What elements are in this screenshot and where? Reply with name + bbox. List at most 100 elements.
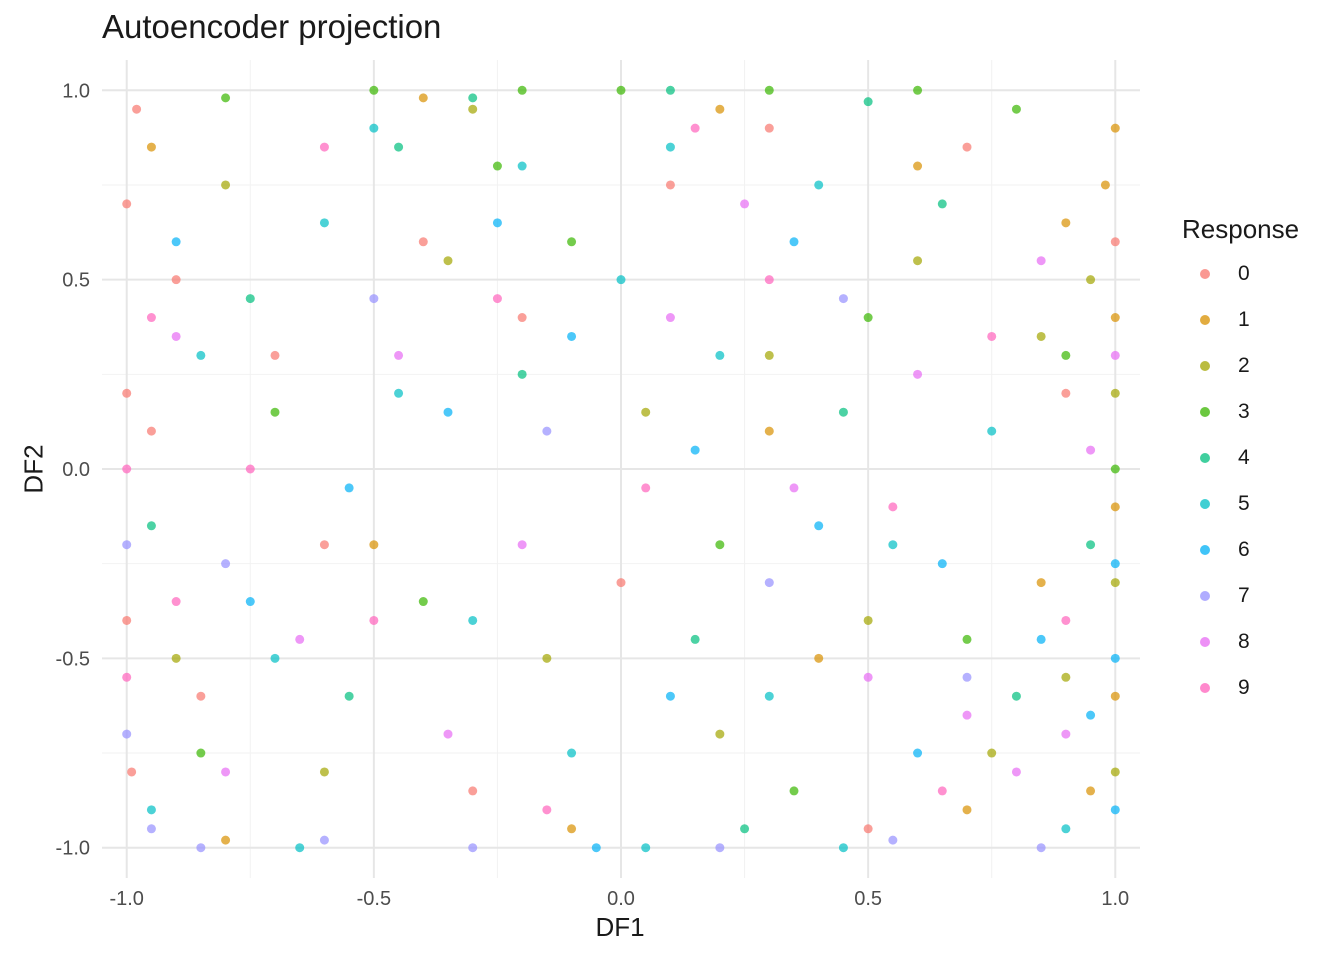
data-point-1 [962,805,972,815]
data-point-8 [517,540,527,550]
legend-label: 1 [1238,308,1250,331]
data-point-2 [1110,388,1120,398]
data-point-0 [196,691,206,701]
data-point-6 [1110,805,1120,815]
legend-dot-3 [1200,407,1210,417]
data-point-5 [987,426,997,436]
data-point-1 [369,540,379,550]
data-point-9 [245,464,255,474]
data-point-6 [1110,653,1120,663]
data-point-6 [937,559,947,569]
data-point-8 [913,369,923,379]
y-tick-label: -1.0 [56,838,90,860]
data-point-7 [468,843,478,853]
y-axis-title: DF2 [18,444,49,494]
legend-item-0: 0 [1182,251,1299,297]
data-point-6 [690,445,700,455]
data-point-9 [319,142,329,152]
data-point-7 [221,559,231,569]
legend-key [1182,619,1228,665]
grid-lines [102,60,1140,878]
data-point-1 [715,104,725,114]
legend-key [1182,251,1228,297]
x-tick-label: -0.5 [357,888,391,910]
data-point-4 [1011,691,1021,701]
data-point-6 [1086,710,1096,720]
data-point-9 [146,313,156,323]
data-point-5 [715,350,725,360]
data-point-3 [1061,350,1071,360]
legend-key [1182,389,1228,435]
data-point-3 [1011,104,1021,114]
legend-item-5: 5 [1182,481,1299,527]
data-point-1 [1086,786,1096,796]
legend-dot-6 [1200,545,1210,555]
data-point-0 [616,578,626,588]
data-point-0 [1061,388,1071,398]
x-tick-label: -1.0 [109,888,143,910]
data-point-5 [468,615,478,625]
data-point-0 [122,199,132,209]
data-point-2 [764,350,774,360]
data-point-5 [369,123,379,133]
data-point-0 [517,313,527,323]
data-point-4 [245,294,255,304]
data-point-4 [690,634,700,644]
legend-title: Response [1182,214,1300,244]
data-point-0 [764,123,774,133]
x-tick-label: 0.5 [854,888,882,910]
legend-item-8: 8 [1182,619,1299,665]
data-point-9 [171,597,181,607]
data-point-9 [641,483,651,493]
points-layer [122,85,1120,853]
data-point-2 [1110,767,1120,777]
data-point-3 [764,85,774,95]
data-point-9 [369,615,379,625]
data-point-2 [1061,672,1071,682]
data-point-5 [146,805,156,815]
data-point-0 [127,767,137,777]
data-point-7 [196,843,206,853]
data-point-6 [567,331,577,341]
data-point-6 [443,407,453,417]
data-point-8 [1011,767,1021,777]
legend-dot-4 [1200,453,1210,463]
legend-key [1182,527,1228,573]
legend-key [1182,573,1228,619]
data-point-5 [888,540,898,550]
legend-label: 0 [1238,262,1250,285]
data-point-0 [1110,237,1120,247]
data-point-2 [171,653,181,663]
data-point-2 [319,767,329,777]
data-point-2 [863,615,873,625]
legend-item-2: 2 [1182,343,1299,389]
data-point-9 [764,275,774,285]
data-point-8 [789,483,799,493]
data-point-6 [492,218,502,228]
data-point-1 [1061,218,1071,228]
data-point-5 [196,350,206,360]
data-point-2 [542,653,552,663]
data-point-2 [1086,275,1096,285]
data-point-3 [863,313,873,323]
legend-key [1182,665,1228,711]
data-point-8 [394,350,404,360]
data-point-9 [542,805,552,815]
data-point-7 [319,835,329,845]
data-point-5 [764,691,774,701]
data-point-7 [122,729,132,739]
data-point-1 [1110,123,1120,133]
data-point-5 [641,843,651,853]
data-point-7 [146,824,156,834]
data-point-8 [221,767,231,777]
data-point-7 [888,835,898,845]
legend-label: 7 [1238,584,1250,607]
legend-item-9: 9 [1182,665,1299,711]
data-point-2 [641,407,651,417]
data-point-8 [863,672,873,682]
legend-label: 9 [1238,676,1250,699]
data-point-1 [1110,691,1120,701]
y-tick-label: 0.0 [62,459,90,481]
legend-label: 5 [1238,492,1250,515]
